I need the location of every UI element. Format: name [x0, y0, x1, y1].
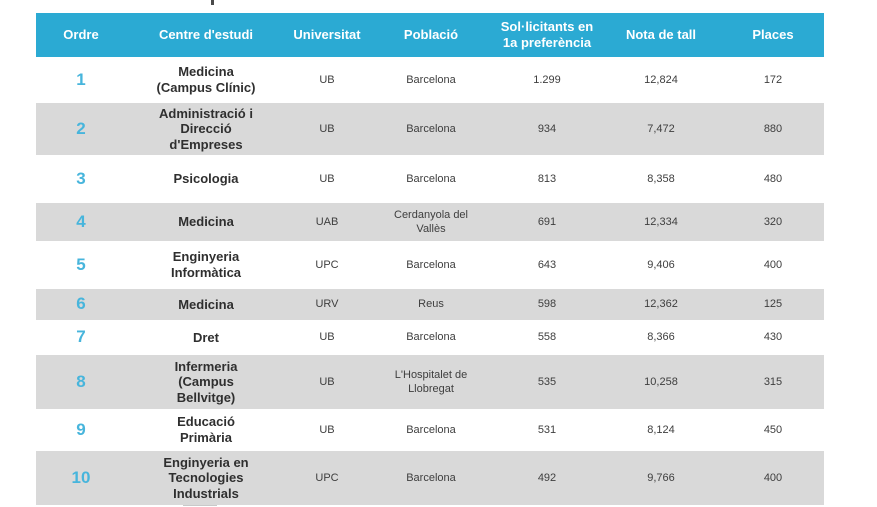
table-row: 7 Dret UB Barcelona 558 8,366 430 — [36, 323, 824, 352]
table-row: 6 Medicina URV Reus 598 12,362 125 — [36, 289, 824, 320]
cell-poblacio: Cerdanyola del Vallès — [368, 203, 494, 241]
cell-universitat: UPC — [286, 244, 368, 286]
cell-poblacio: Barcelona — [368, 451, 494, 505]
cell-nota-de-tall: 8,366 — [600, 323, 722, 352]
cell-universitat: URV — [286, 289, 368, 320]
col-header-ordre: Ordre — [36, 13, 126, 57]
cell-nota-de-tall: 8,358 — [600, 158, 722, 200]
cell-universitat: UB — [286, 323, 368, 352]
cell-centre-estudi: Educació Primària — [126, 412, 286, 448]
cell-centre-estudi: Medicina (Campus Clínic) — [126, 60, 286, 100]
cell-centre-estudi: Administració i Direcció d'Empreses — [126, 103, 286, 155]
cell-poblacio: Barcelona — [368, 412, 494, 448]
cell-poblacio: L'Hospitalet de Llobregat — [368, 355, 494, 409]
cell-nota-de-tall: 12,334 — [600, 203, 722, 241]
cell-places: 480 — [722, 158, 824, 200]
cell-places: 430 — [722, 323, 824, 352]
cell-sollicitants: 1.299 — [494, 60, 600, 100]
cell-sollicitants: 492 — [494, 451, 600, 505]
cell-ordre: 2 — [36, 103, 126, 155]
cell-universitat: UB — [286, 60, 368, 100]
cell-places: 400 — [722, 451, 824, 505]
cell-sollicitants: 558 — [494, 323, 600, 352]
cell-poblacio: Barcelona — [368, 323, 494, 352]
cell-centre-estudi: Medicina — [126, 289, 286, 320]
cell-centre-estudi: Enginyeria Informàtica — [126, 244, 286, 286]
cell-universitat: UB — [286, 412, 368, 448]
cell-nota-de-tall: 10,258 — [600, 355, 722, 409]
col-header-places: Places — [722, 13, 824, 57]
cell-sollicitants: 691 — [494, 203, 600, 241]
table-row: 1 Medicina (Campus Clínic) UB Barcelona … — [36, 60, 824, 100]
cell-ordre: 10 — [36, 451, 126, 505]
cell-places: 450 — [722, 412, 824, 448]
cell-sollicitants: 934 — [494, 103, 600, 155]
cell-nota-de-tall: 12,362 — [600, 289, 722, 320]
col-header-sollicitants: Sol·licitants en 1a preferència — [494, 13, 600, 57]
cell-nota-de-tall: 12,824 — [600, 60, 722, 100]
table-row: 9 Educació Primària UB Barcelona 531 8,1… — [36, 412, 824, 448]
cell-centre-estudi: Psicologia — [126, 158, 286, 200]
cell-universitat: UB — [286, 103, 368, 155]
cell-sollicitants: 813 — [494, 158, 600, 200]
col-header-universitat: Universitat — [286, 13, 368, 57]
cell-places: 172 — [722, 60, 824, 100]
cell-nota-de-tall: 9,766 — [600, 451, 722, 505]
cell-ordre: 1 — [36, 60, 126, 100]
col-header-poblacio: Població — [368, 13, 494, 57]
cell-poblacio: Barcelona — [368, 244, 494, 286]
cell-centre-estudi: Infermeria (Campus Bellvitge) — [126, 355, 286, 409]
cell-ordre: 8 — [36, 355, 126, 409]
cell-poblacio: Barcelona — [368, 60, 494, 100]
cell-ordre: 3 — [36, 158, 126, 200]
table-row: 8 Infermeria (Campus Bellvitge) UB L'Hos… — [36, 355, 824, 409]
cell-ordre: 7 — [36, 323, 126, 352]
cell-ordre: 9 — [36, 412, 126, 448]
cell-universitat: UB — [286, 158, 368, 200]
table-row: 3 Psicologia UB Barcelona 813 8,358 480 — [36, 158, 824, 200]
cell-nota-de-tall: 9,406 — [600, 244, 722, 286]
cell-universitat: UPC — [286, 451, 368, 505]
cell-centre-estudi: Medicina — [126, 203, 286, 241]
cell-sollicitants: 598 — [494, 289, 600, 320]
cell-ordre: 4 — [36, 203, 126, 241]
cell-ordre: 6 — [36, 289, 126, 320]
university-rankings-table: Ordre Centre d'estudi Universitat Poblac… — [36, 10, 824, 507]
cell-universitat: UB — [286, 355, 368, 409]
cell-centre-estudi: Dret — [126, 323, 286, 352]
cell-nota-de-tall: 8,124 — [600, 412, 722, 448]
cell-poblacio: Barcelona — [368, 158, 494, 200]
cell-poblacio: Barcelona — [368, 103, 494, 155]
cell-centre-estudi: Enginyeria en Tecnologies Industrials — [126, 451, 286, 505]
table-row: 10 Enginyeria en Tecnologies Industrials… — [36, 451, 824, 505]
cell-nota-de-tall: 7,472 — [600, 103, 722, 155]
cell-universitat: UAB — [286, 203, 368, 241]
table-row: 2 Administració i Direcció d'Empreses UB… — [36, 103, 824, 155]
cell-places: 320 — [722, 203, 824, 241]
cell-sollicitants: 643 — [494, 244, 600, 286]
table-header-row: Ordre Centre d'estudi Universitat Poblac… — [36, 13, 824, 57]
col-header-centre-estudi: Centre d'estudi — [126, 13, 286, 57]
cell-places: 400 — [722, 244, 824, 286]
cropped-text-fragment-top — [211, 0, 214, 5]
cell-places: 880 — [722, 103, 824, 155]
cell-poblacio: Reus — [368, 289, 494, 320]
cell-sollicitants: 535 — [494, 355, 600, 409]
table-row: 4 Medicina UAB Cerdanyola del Vallès 691… — [36, 203, 824, 241]
cell-ordre: 5 — [36, 244, 126, 286]
cell-places: 315 — [722, 355, 824, 409]
col-header-nota-de-tall: Nota de tall — [600, 13, 722, 57]
cell-sollicitants: 531 — [494, 412, 600, 448]
cell-places: 125 — [722, 289, 824, 320]
table-row: 5 Enginyeria Informàtica UPC Barcelona 6… — [36, 244, 824, 286]
